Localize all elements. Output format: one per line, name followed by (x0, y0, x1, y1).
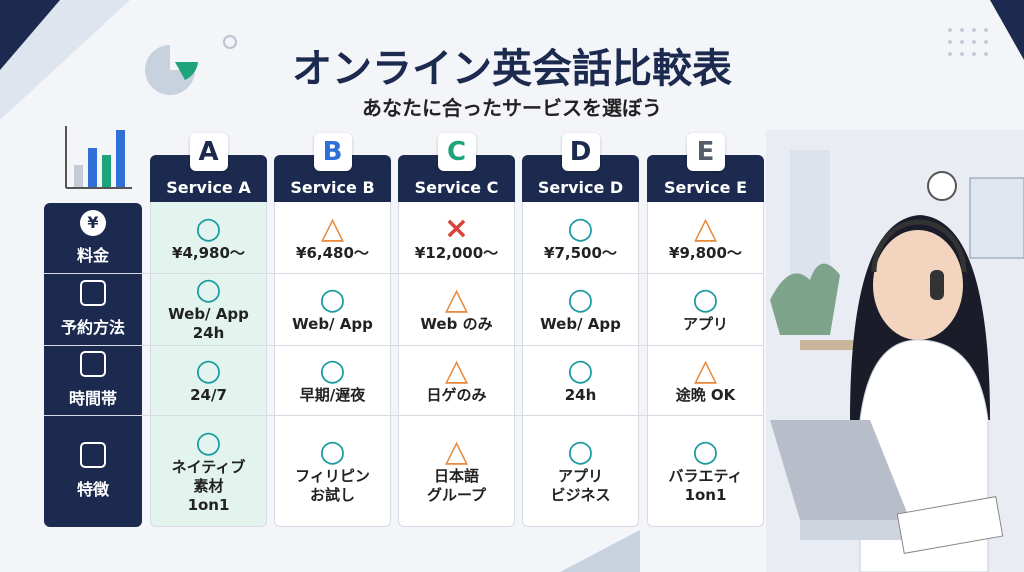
table-cell: ○ バラエティ 1on1 (647, 415, 764, 527)
rating-symbol: ○ (195, 424, 222, 460)
row-label-text: 予約方法 (60, 318, 125, 337)
row-label-text: 料金 (76, 246, 109, 265)
cell-text: 1on1 (187, 495, 230, 514)
rating-symbol: △ (444, 352, 469, 388)
row-label: 特徴 (44, 415, 142, 527)
rating-symbol: ○ (567, 210, 594, 246)
rating-symbol: ○ (195, 352, 222, 388)
table-cell: ○ 早期/遅夜 (274, 345, 391, 415)
rating-symbol: ○ (319, 434, 346, 469)
service-column (647, 202, 764, 527)
cell-text: ¥9,800〜 (669, 243, 742, 262)
row-label: 時間帯 (44, 345, 142, 415)
table-cell: △ ¥9,800〜 (647, 203, 764, 273)
cell-text: Web のみ (420, 314, 493, 333)
service-column (522, 202, 639, 527)
table-cell: ○ アプリ ビジネス (522, 415, 639, 527)
cell-text: アプリ (682, 314, 728, 333)
cell-text: Web/ App (540, 314, 621, 333)
row-separator (44, 345, 764, 346)
row-label: 予約方法 (44, 273, 142, 345)
row-icon (80, 351, 106, 377)
cell-text: ¥12,000〜 (414, 243, 499, 262)
service-badge: C (437, 133, 476, 171)
cell-text: 24/7 (190, 385, 227, 404)
cell-text: Web/ App (292, 314, 373, 333)
cell-text: アプリ (557, 467, 603, 485)
table-cell: ○ ¥4,980〜 (150, 203, 267, 273)
row-label: ¥ 料金 (44, 203, 142, 273)
cell-text: ¥6,480〜 (296, 243, 369, 262)
service-column (398, 202, 515, 527)
rating-symbol: △ (693, 352, 718, 388)
rating-symbol: × (443, 210, 470, 246)
cell-text: バラエティ (668, 467, 743, 485)
table-cell: ○ 24h (522, 345, 639, 415)
cell-text: ¥7,500〜 (544, 243, 617, 262)
rating-symbol: ○ (567, 281, 594, 317)
table-cell: ○ アプリ (647, 273, 764, 345)
row-icon (80, 442, 106, 468)
rating-symbol: ○ (567, 352, 594, 388)
service-badge: D (561, 133, 600, 171)
table-cell: ○ Web/ App (522, 273, 639, 345)
rating-symbol: ○ (319, 281, 346, 317)
table-cell: △ 途晩 OK (647, 345, 764, 415)
table-cell: △ Web のみ (398, 273, 515, 345)
cell-text: 24h (564, 385, 597, 404)
row-label-panel (44, 203, 142, 527)
cell-text: 24h (192, 324, 225, 342)
rating-symbol: ○ (195, 210, 222, 246)
rating-symbol: △ (693, 210, 718, 246)
cell-text: Web/ App (168, 305, 249, 323)
cell-text: ネイティブ (171, 457, 246, 476)
row-icon: ¥ (80, 210, 106, 236)
service-column (150, 202, 267, 527)
rating-symbol: ○ (319, 352, 346, 388)
cell-text: ビジネス (550, 486, 611, 504)
row-label-text: 特徴 (76, 480, 109, 499)
cell-text: 素材 (193, 476, 224, 495)
table-cell: ○ Web/ App 24h (150, 273, 267, 345)
rating-symbol: ○ (195, 272, 222, 307)
cell-text: フィリピン (295, 467, 370, 485)
service-badge: A (189, 133, 228, 171)
cell-text: グループ (426, 486, 487, 504)
rating-symbol: △ (444, 281, 469, 317)
cell-text: 日本語 (433, 467, 479, 485)
table-cell: × ¥12,000〜 (398, 203, 515, 273)
cell-text: お試し (309, 486, 355, 504)
cell-text: ¥4,980〜 (172, 243, 245, 262)
table-cell: ○ 24/7 (150, 345, 267, 415)
row-separator (44, 415, 764, 416)
row-label-text: 時間帯 (68, 389, 117, 408)
subtitle: あなたに合ったサービスを選ぼう (362, 96, 662, 120)
service-badge: E (686, 133, 725, 171)
cell-text: 1on1 (684, 486, 727, 504)
rating-symbol: ○ (567, 434, 594, 469)
service-header: Service B (274, 155, 391, 202)
rating-symbol: ○ (692, 281, 719, 317)
cell-text: 日ゲのみ (426, 385, 487, 404)
table-cell: ○ Web/ App (274, 273, 391, 345)
table-cell: ○ ¥7,500〜 (522, 203, 639, 273)
row-separator (44, 273, 764, 274)
rating-symbol: △ (444, 434, 469, 469)
table-cell: ○ フィリピン お試し (274, 415, 391, 527)
cell-text: 早期/遅夜 (299, 385, 366, 404)
table-cell: △ ¥6,480〜 (274, 203, 391, 273)
title: オンライン英会話比較表 (292, 46, 732, 92)
table-cell: △ 日ゲのみ (398, 345, 515, 415)
table-cell: ○ ネイティブ 素材 1on1 (150, 415, 267, 527)
cell-text: 途晩 OK (675, 385, 736, 404)
service-badge: B (313, 133, 352, 171)
table-cell: △ 日本語 グループ (398, 415, 515, 527)
rating-symbol: ○ (692, 434, 719, 469)
service-column (274, 202, 391, 527)
rating-symbol: △ (320, 210, 345, 246)
row-icon (80, 280, 106, 306)
